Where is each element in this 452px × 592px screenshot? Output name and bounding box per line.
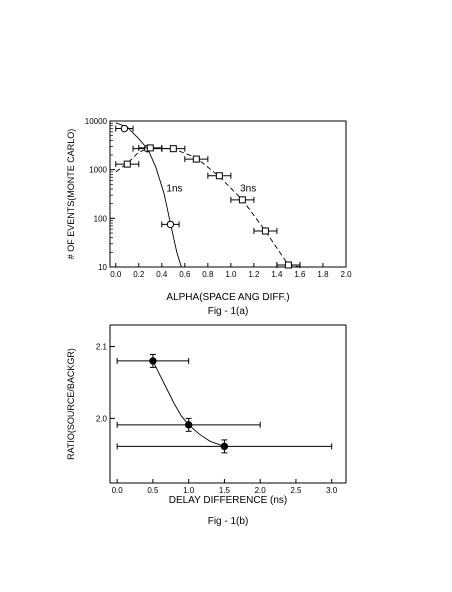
chart-b-x-tick-label: 1.5 (219, 486, 231, 495)
chart-a-data-point (146, 144, 154, 152)
chart-a-x-tick-label: 1.4 (271, 270, 283, 279)
chart-a-y-ticks: 10 100 1000 10000 (85, 117, 115, 272)
chart-b-caption: Fig - 1(b) (208, 516, 249, 527)
chart-b-x-ticks: 0.0 0.5 1.0 1.5 2.0 2.5 3.0 (112, 479, 338, 495)
chart-a-annotations: 1ns 3ns (166, 184, 256, 195)
chart-a-x-tick-label: 0.2 (133, 270, 145, 279)
chart-a-data-point (238, 196, 246, 204)
chart-a-x-tick-label: 1.2 (248, 270, 260, 279)
chart-a: 0.0 0.2 0.4 0.6 0.8 1.0 1.2 1.4 1.6 1.8 2.0 101001… (66, 117, 352, 317)
chart-b-x-tick-label: 2.5 (290, 486, 302, 495)
chart-a-y-tick-label: 1000 (89, 166, 107, 175)
chart-a-x-axis-label: ALPHA(SPACE ANG DIFF.) (166, 292, 289, 303)
chart-b-y-ticks: 2.0 2.1 (96, 343, 115, 423)
chart-a-x-tick-label: 0.4 (156, 270, 168, 279)
chart-b-data-point (220, 442, 229, 451)
chart-a-x-tick-label: 0.8 (202, 270, 214, 279)
chart-a-data-point (284, 261, 292, 269)
chart-b-y-axis-label: RATIO(SOURCE/BACKGR) (66, 348, 76, 460)
chart-b-x-tick-label: 1.0 (183, 486, 195, 495)
chart-b-x-tick-label: 0.0 (112, 486, 124, 495)
chart-a-y-tick-label: 10 (98, 263, 107, 272)
chart-b-x-axis-label: DELAY DIFFERENCE (ns) (169, 495, 288, 506)
chart-a-y-tick-label: 100 (94, 214, 108, 223)
chart-a-series-1-curve (115, 147, 301, 268)
chart-a-x-tick-label: 1.0 (225, 270, 237, 279)
chart-a-y-axis-label: # OF EVENTS(MONTE CARLO) (66, 129, 76, 260)
chart-a-frame (109, 120, 347, 268)
chart-a-data-point (120, 124, 129, 133)
chart-a-x-tick-label: 0.0 (110, 270, 122, 279)
chart-a-annotation: 1ns (166, 184, 182, 195)
chart-b-points (116, 353, 333, 454)
chart-b-x-tick-label: 2.0 (255, 486, 267, 495)
chart-b-curves (152, 360, 225, 447)
chart-a-data-point (169, 145, 177, 153)
chart-a-data-point (166, 220, 175, 229)
chart-a-data-point (215, 172, 223, 180)
chart-b-data-point (184, 421, 193, 429)
chart-a-y-tick-label: 10000 (85, 117, 108, 126)
chart-b: 0.0 0.5 1.0 1.5 2.0 2.5 3.0 2.0 2.1 DELAY DIFFE… (66, 324, 347, 527)
chart-b-y-tick-label: 2.1 (96, 343, 108, 352)
chart-a-points (115, 124, 301, 269)
chart-a-caption: Fig - 1(a) (208, 306, 249, 317)
chart-b-frame (109, 324, 347, 484)
chart-a-curves (115, 122, 301, 268)
chart-a-x-tick-label: 1.8 (317, 270, 329, 279)
chart-a-data-point (261, 227, 269, 235)
chart-a-data-point (123, 160, 131, 168)
chart-a-annotation: 3ns (240, 184, 256, 195)
chart-a-x-ticks: 0.0 0.2 0.4 0.6 0.8 1.0 1.2 1.4 1.6 1.8 2.0 (110, 263, 352, 279)
chart-b-x-tick-label: 0.5 (147, 486, 159, 495)
chart-b-data-point (149, 357, 157, 365)
chart-a-series-0-curve (115, 122, 182, 268)
chart-b-y-tick-label: 2.0 (96, 414, 108, 423)
chart-a-data-point (192, 155, 200, 163)
chart-a-x-tick-label: 1.6 (294, 270, 306, 279)
chart-b-series-0-curve (152, 360, 225, 447)
chart-b-x-tick-label: 3.0 (326, 486, 338, 495)
chart-a-x-tick-label: 2.0 (340, 270, 352, 279)
chart-a-x-tick-label: 0.6 (179, 270, 191, 279)
